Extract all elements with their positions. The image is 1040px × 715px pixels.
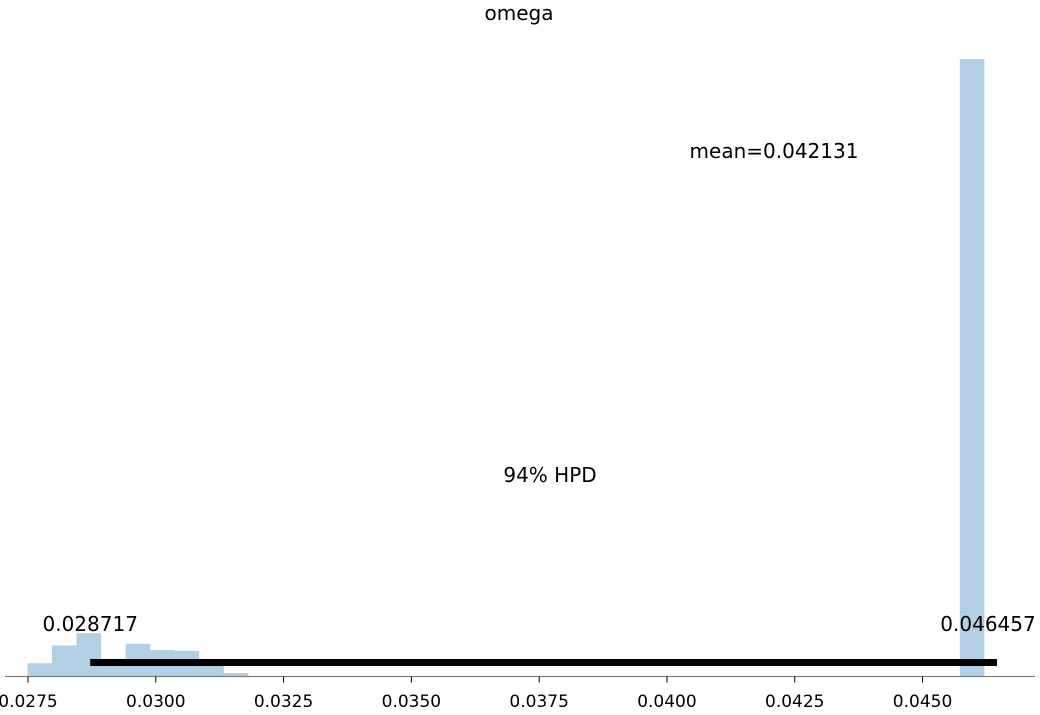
chart-title: omega — [485, 1, 554, 25]
x-tick-label: 0.0425 — [765, 692, 824, 712]
mean-label: mean=0.042131 — [690, 139, 859, 163]
hpd-low-label: 0.028717 — [42, 612, 137, 636]
x-tick-label: 0.0400 — [637, 692, 696, 712]
histogram-bar-9 — [959, 59, 985, 677]
histogram-bar-7 — [199, 665, 224, 677]
histogram-bar-1 — [52, 645, 77, 677]
histogram-bar-0 — [27, 663, 53, 677]
x-tick-label: 0.0375 — [509, 692, 568, 712]
hpd-high-label: 0.046457 — [940, 612, 1035, 636]
x-axis-ticks: 0.0275 0.0300 0.0325 0.0350 0.0375 0.0400 0.04… — [0, 676, 952, 712]
x-tick-label: 0.0300 — [126, 692, 185, 712]
x-tick-label: 0.0450 — [893, 692, 952, 712]
hpd-label: 94% HPD — [503, 463, 596, 487]
histogram-bar-2 — [76, 633, 102, 677]
histogram-bar-8 — [223, 672, 249, 677]
x-tick-label: 0.0325 — [254, 692, 313, 712]
x-tick-label: 0.0350 — [382, 692, 441, 712]
x-tick-label: 0.0275 — [0, 692, 58, 712]
